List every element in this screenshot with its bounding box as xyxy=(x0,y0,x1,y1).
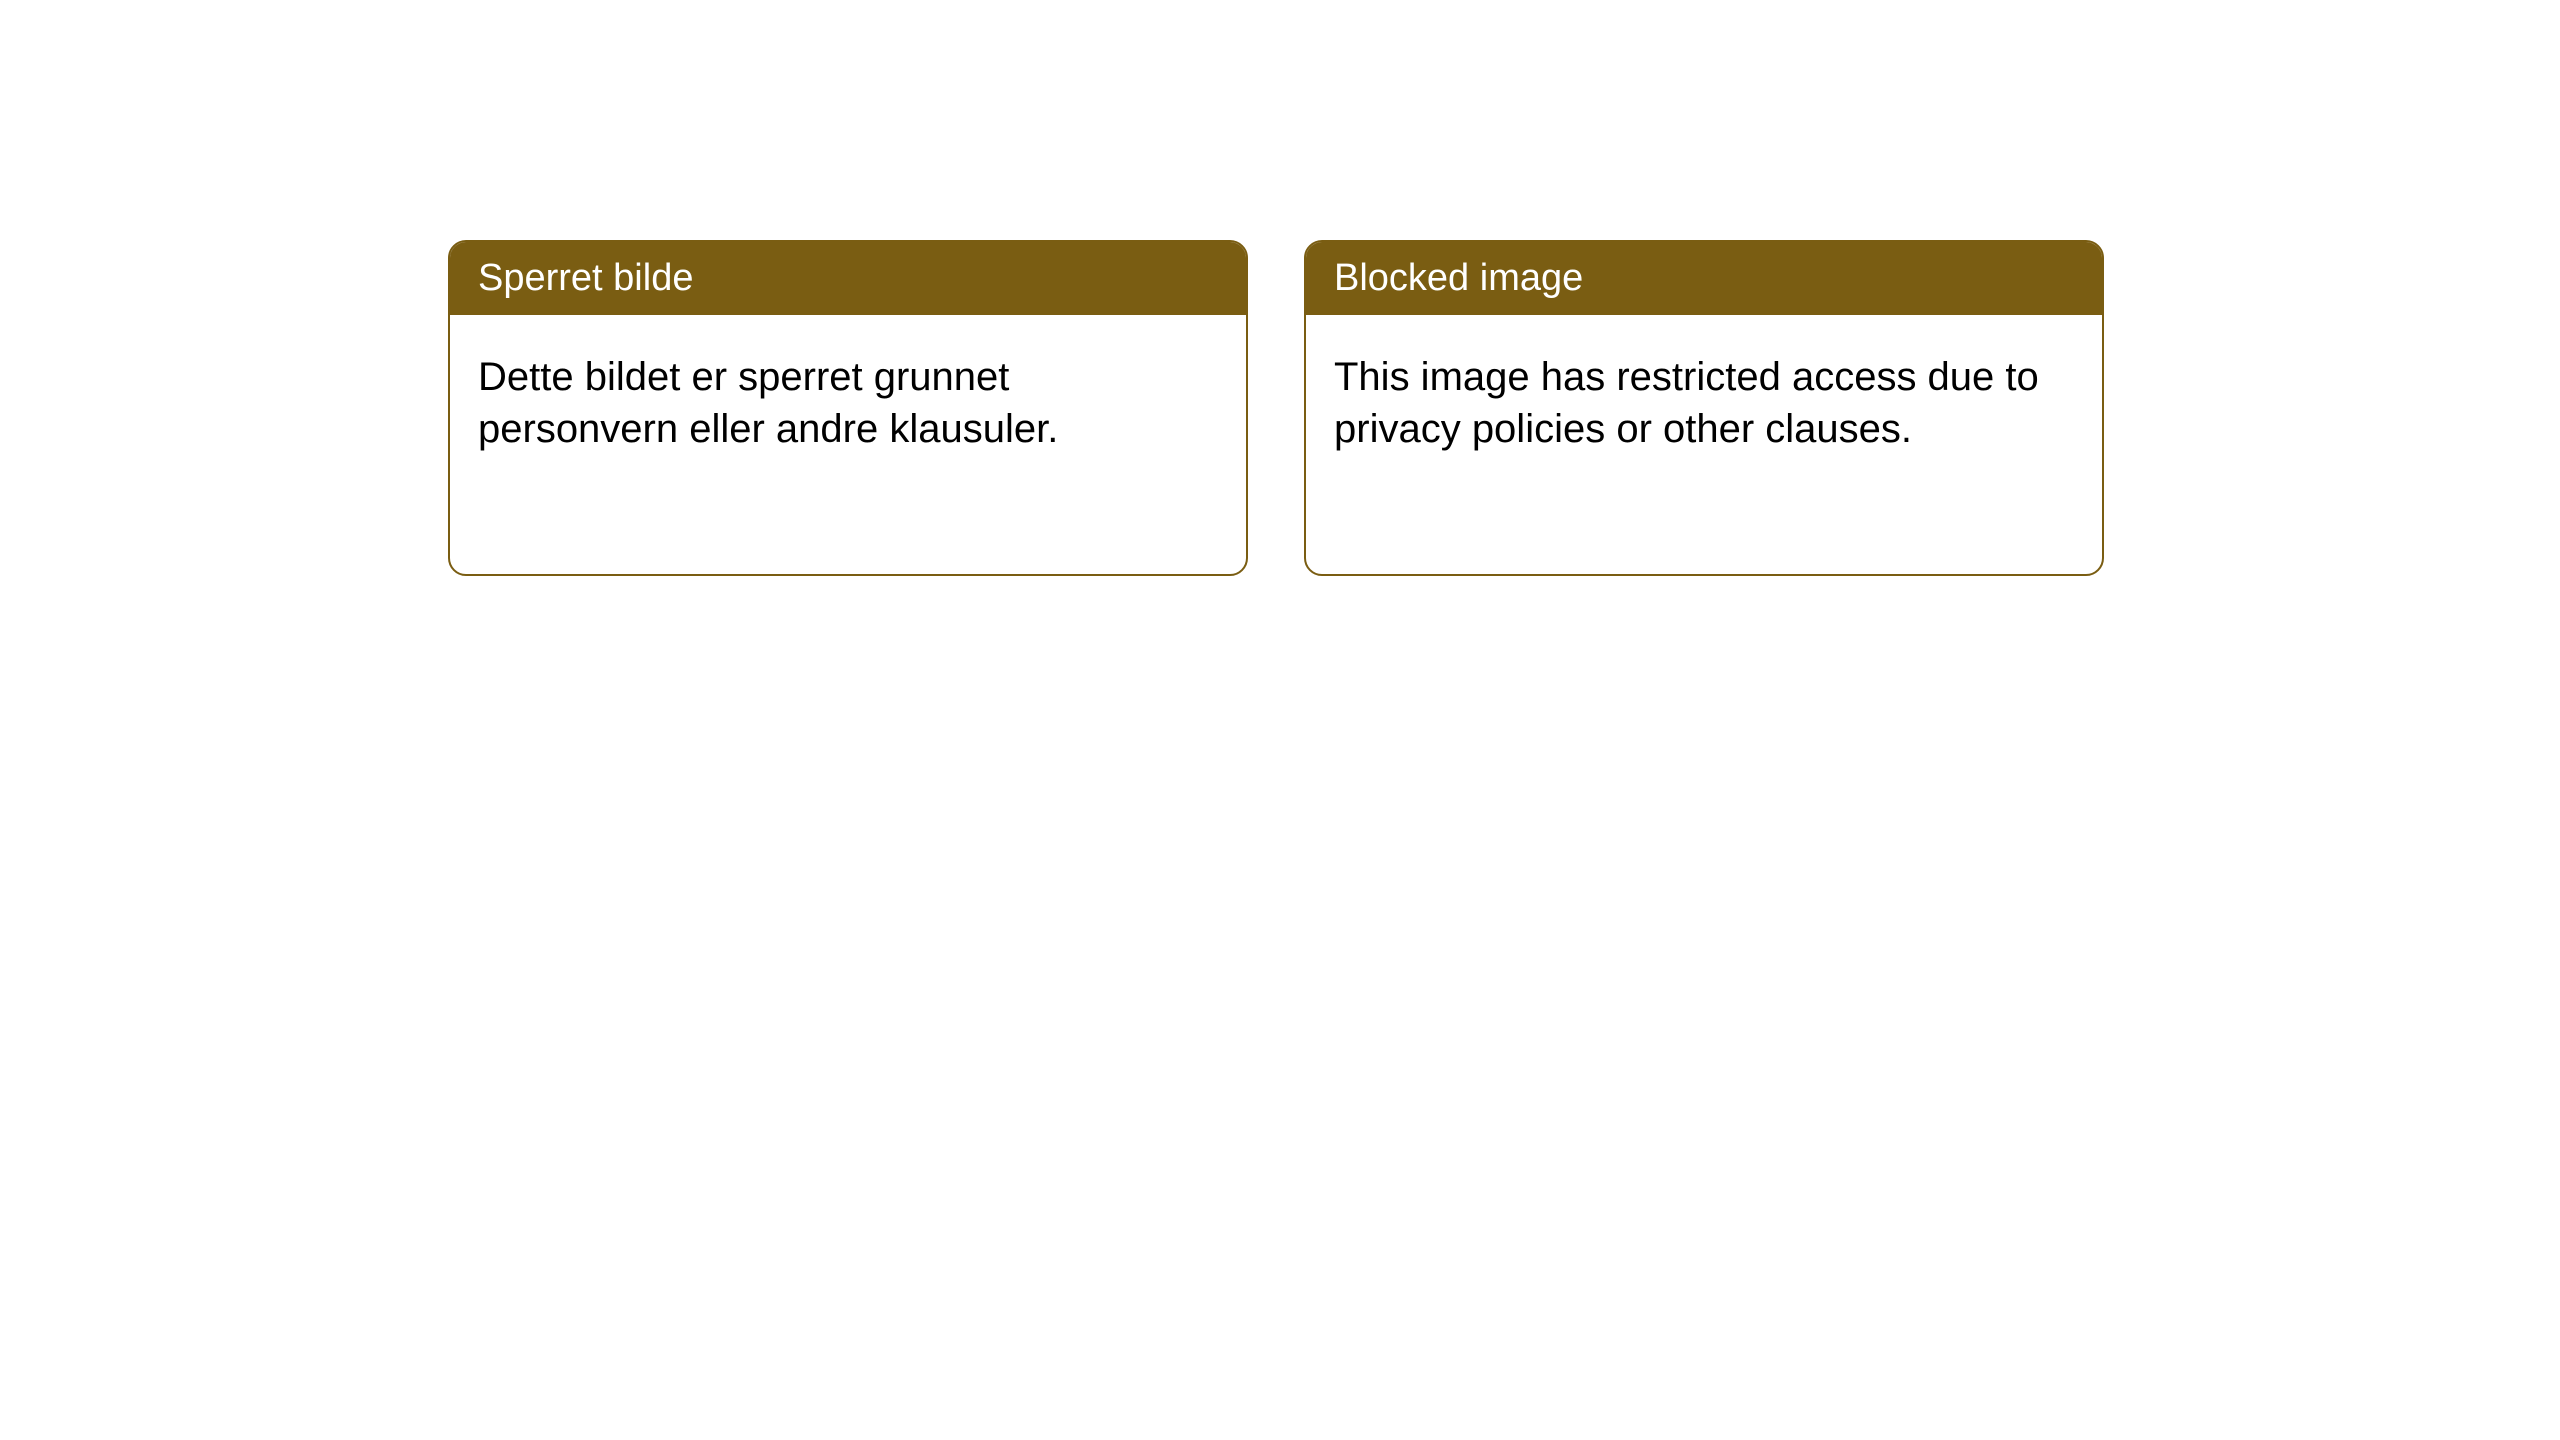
notice-title: Sperret bilde xyxy=(478,257,693,299)
notice-message: Dette bildet er sperret grunnet personve… xyxy=(478,355,1058,451)
notice-card-norwegian: Sperret bilde Dette bildet er sperret gr… xyxy=(448,240,1248,576)
notice-title: Blocked image xyxy=(1334,257,1583,299)
notice-header: Blocked image xyxy=(1306,242,2102,315)
notice-body: This image has restricted access due to … xyxy=(1306,315,2102,491)
notice-body: Dette bildet er sperret grunnet personve… xyxy=(450,315,1246,491)
notice-header: Sperret bilde xyxy=(450,242,1246,315)
notice-card-english: Blocked image This image has restricted … xyxy=(1304,240,2104,576)
notice-container: Sperret bilde Dette bildet er sperret gr… xyxy=(448,240,2104,576)
notice-message: This image has restricted access due to … xyxy=(1334,355,2039,451)
